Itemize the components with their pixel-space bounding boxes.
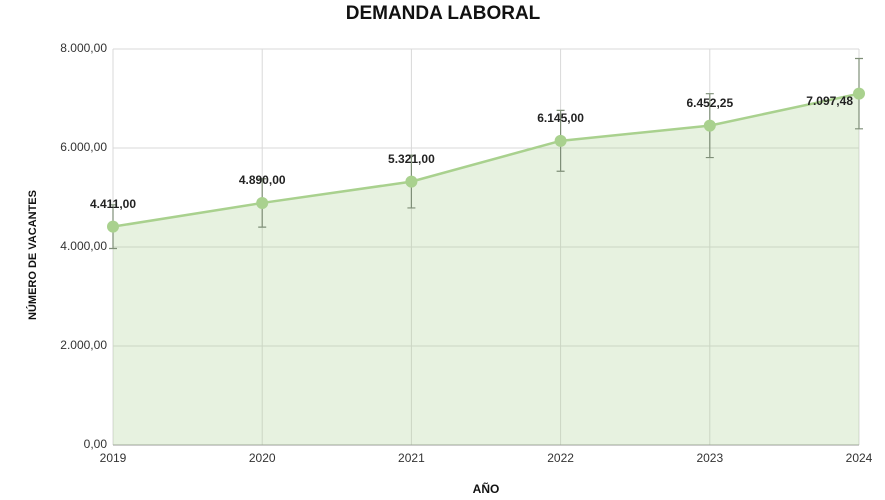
- data-label: 5.321,00: [388, 152, 435, 166]
- point: [554, 134, 567, 147]
- y-tick-label: 4.000,00: [60, 239, 107, 253]
- y-tick-label: 6.000,00: [60, 140, 107, 154]
- x-tick-label: 2020: [249, 451, 276, 465]
- data-label: 6.145,00: [537, 111, 584, 125]
- y-axis-title: NÚMERO DE VACANTES: [26, 190, 39, 320]
- x-tick-label: 2024: [846, 451, 873, 465]
- line: [112, 92, 860, 228]
- point: [256, 196, 269, 209]
- x-tick-label: 2019: [100, 451, 127, 465]
- point: [107, 220, 119, 233]
- point: [853, 87, 865, 100]
- x-axis-title: AÑO: [473, 481, 500, 496]
- point: [703, 119, 716, 132]
- y-tick-label: 2.000,00: [60, 338, 107, 352]
- data-label: 7.097,48: [806, 94, 853, 108]
- x-tick-label: 2023: [696, 451, 723, 465]
- y-tick-label: 8.000,00: [60, 41, 107, 55]
- chart-title: DEMANDA LABORAL: [346, 3, 541, 24]
- x-tick-label: 2021: [398, 451, 425, 465]
- data-label: 6.452,25: [686, 96, 733, 110]
- data-label: 4.411,00: [90, 197, 136, 211]
- data-label: 4.890,00: [239, 173, 286, 187]
- y-tick-label: 0,00: [84, 437, 108, 451]
- x-tick-label: 2022: [547, 451, 574, 465]
- point: [405, 175, 418, 188]
- area: [113, 93, 859, 445]
